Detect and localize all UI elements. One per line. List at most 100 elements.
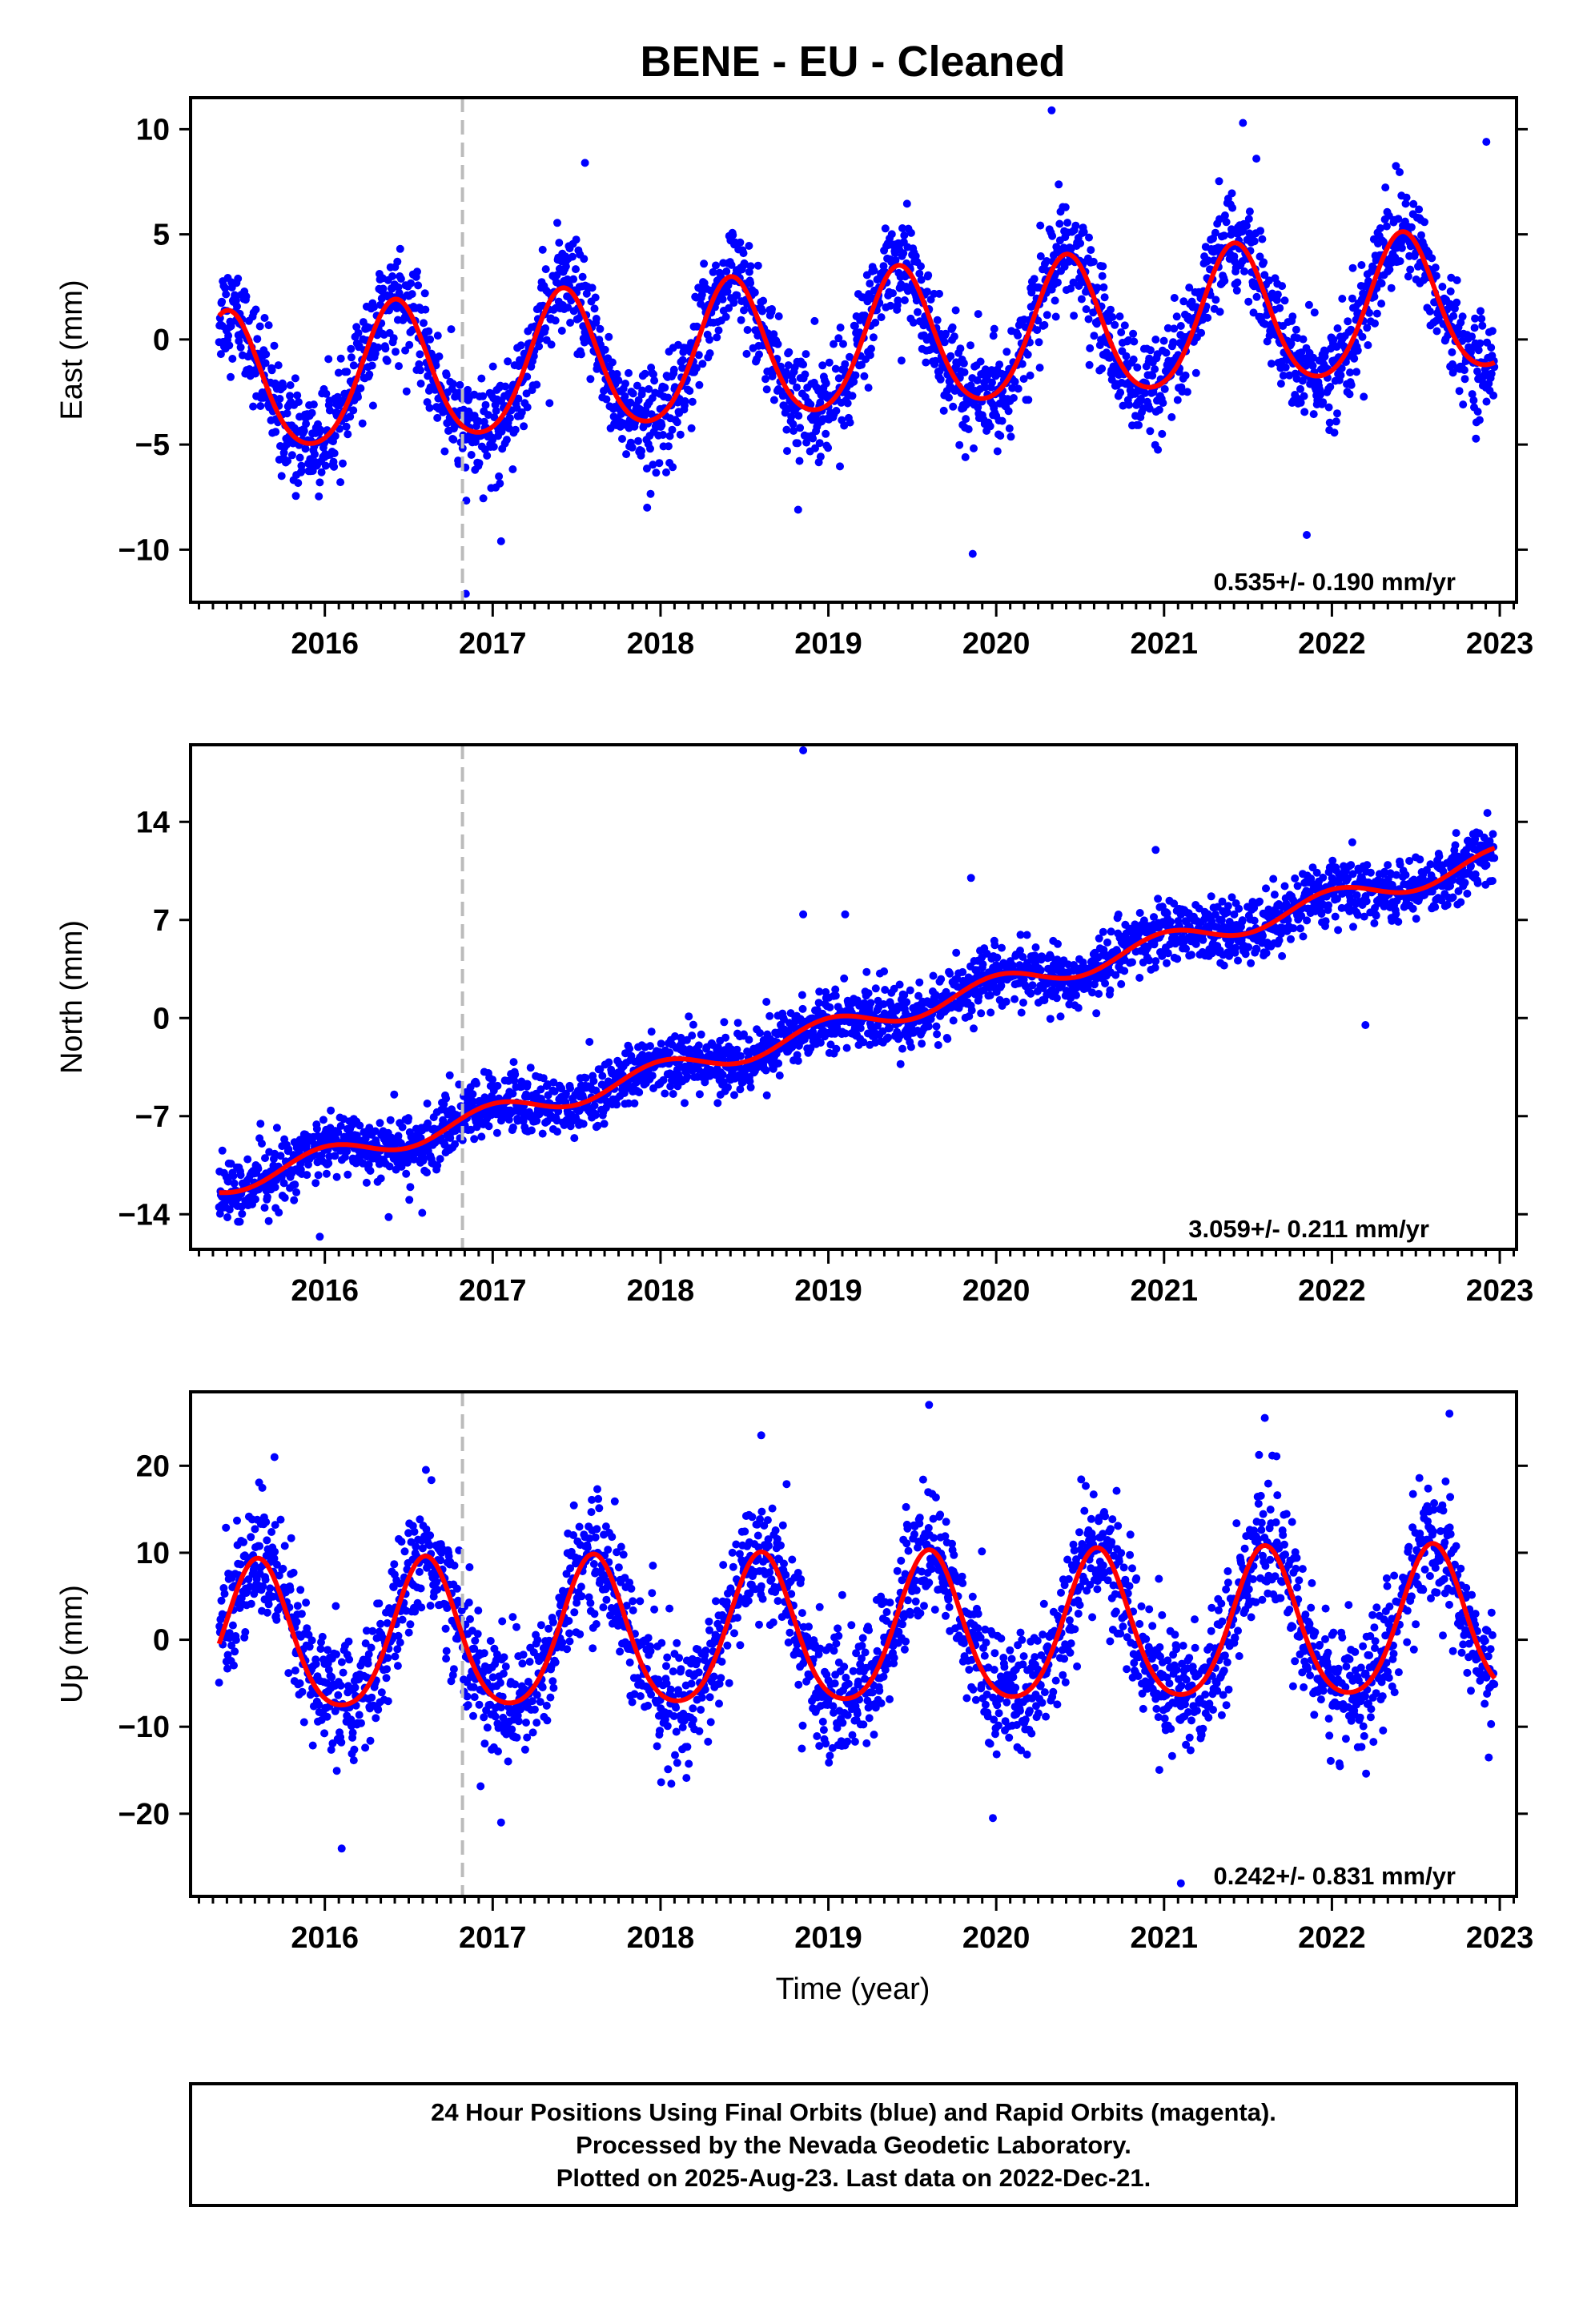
data-point: [1459, 400, 1468, 409]
data-point: [325, 406, 334, 415]
data-point: [352, 323, 361, 332]
data-point: [1472, 434, 1481, 443]
data-point: [789, 420, 798, 428]
data-point: [826, 1003, 834, 1011]
data-point: [822, 429, 830, 438]
data-point: [1260, 258, 1268, 267]
data-point: [713, 333, 721, 342]
data-point: [718, 295, 727, 304]
data-point: [483, 452, 492, 460]
data-point: [1095, 990, 1103, 998]
data-point: [1333, 324, 1342, 332]
data-point: [1276, 380, 1285, 388]
data-point: [978, 960, 987, 969]
data-point: [811, 444, 819, 452]
data-point: [477, 374, 486, 383]
data-point: [274, 361, 283, 370]
x-tick-label: 2023: [1466, 627, 1534, 661]
data-point: [495, 472, 504, 480]
data-point: [977, 1009, 986, 1018]
data-point: [590, 304, 599, 313]
data-point: [1259, 931, 1267, 940]
data-point: [295, 453, 304, 462]
data-point: [1358, 332, 1367, 341]
data-point: [1338, 295, 1347, 303]
data-point: [761, 1066, 770, 1075]
data-point: [1420, 218, 1428, 227]
data-point: [762, 1091, 771, 1100]
data-point: [896, 1059, 905, 1068]
data-point: [1452, 276, 1461, 284]
data-point: [396, 244, 404, 253]
data-point: [392, 348, 400, 356]
data-point: [733, 1019, 742, 1027]
data-point: [516, 341, 525, 350]
x-tick-label: 2016: [291, 627, 359, 661]
data-point: [1299, 932, 1308, 941]
data-point: [553, 1128, 561, 1136]
data-point: [404, 1114, 413, 1123]
data-point: [517, 408, 526, 416]
data-point: [932, 1022, 941, 1031]
data-point: [793, 383, 801, 392]
data-point: [769, 396, 778, 404]
data-point: [527, 1126, 536, 1135]
data-point: [1235, 904, 1243, 913]
data-point: [1098, 364, 1107, 373]
data-point: [1055, 219, 1064, 228]
data-point: [649, 370, 657, 379]
data-point: [464, 385, 472, 394]
data-point: [824, 444, 833, 452]
data-point: [1344, 317, 1352, 326]
data-point: [234, 274, 243, 283]
data-point: [1093, 283, 1102, 292]
data-point: [1072, 991, 1080, 999]
data-point: [547, 340, 556, 349]
data-point: [477, 1132, 486, 1141]
data-point: [1287, 935, 1295, 943]
data-point: [349, 406, 358, 415]
data-point: [405, 340, 414, 349]
data-point: [1155, 405, 1163, 414]
data-point: [724, 1083, 732, 1092]
data-point-outlier: [1252, 155, 1261, 163]
data-point: [1299, 335, 1308, 344]
data-point: [484, 1122, 493, 1131]
data-point-outlier: [1303, 531, 1311, 539]
data-point: [1036, 252, 1045, 260]
data-point: [721, 1033, 730, 1042]
data-point: [697, 1030, 705, 1039]
data-point: [881, 224, 890, 233]
data-point: [312, 1124, 321, 1133]
data-point: [850, 377, 858, 386]
data-point: [1163, 949, 1172, 958]
data-point: [1009, 394, 1018, 402]
data-point: [940, 338, 949, 347]
data-point: [869, 333, 878, 342]
data-point: [1148, 372, 1157, 380]
data-point: [347, 353, 356, 362]
data-point: [762, 385, 771, 394]
data-point: [1352, 368, 1361, 376]
data-point: [613, 1100, 621, 1109]
data-point: [1114, 911, 1123, 919]
data-point: [669, 463, 677, 472]
data-point: [650, 376, 659, 385]
data-point: [1183, 388, 1191, 396]
data-point: [236, 343, 245, 352]
data-point: [342, 422, 351, 431]
data-point: [324, 355, 333, 364]
data-point: [970, 444, 978, 452]
data-point: [1207, 892, 1215, 901]
data-point: [230, 1179, 239, 1188]
data-point: [376, 1174, 385, 1183]
data-point: [898, 1044, 906, 1053]
data-point: [1211, 296, 1220, 304]
data-point: [321, 461, 330, 470]
data-point: [898, 224, 906, 232]
data-point: [958, 967, 967, 976]
data-point: [492, 407, 500, 415]
data-point: [1252, 945, 1261, 954]
data-point: [889, 289, 897, 298]
data-point: [344, 430, 352, 439]
